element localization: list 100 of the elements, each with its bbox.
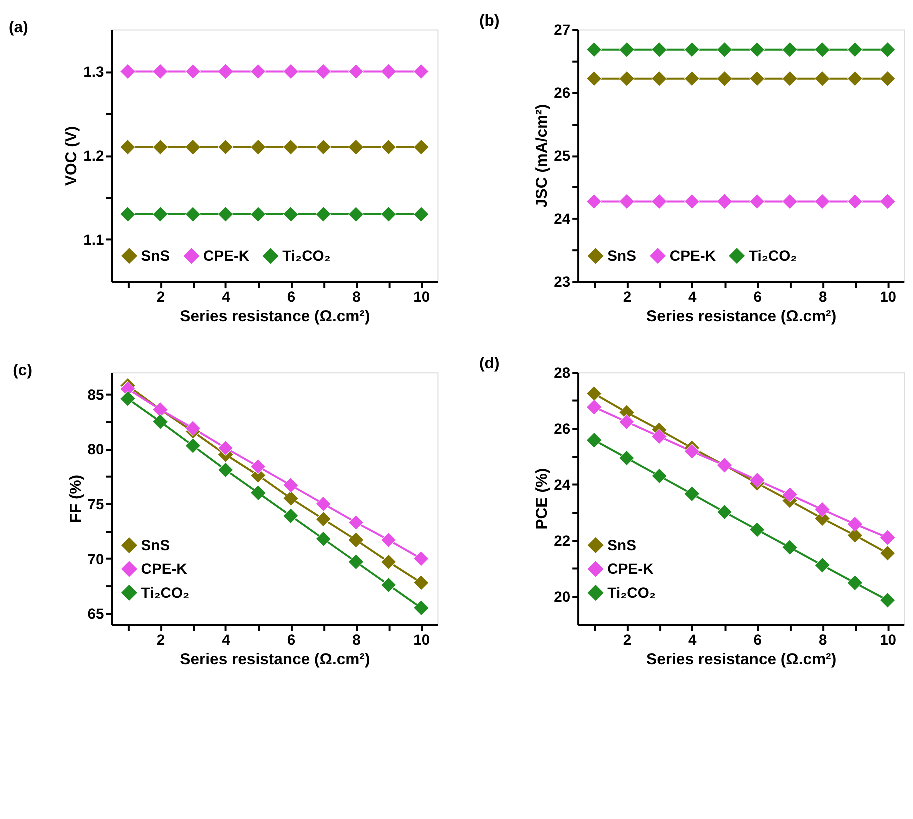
point xyxy=(316,64,332,80)
point xyxy=(348,554,364,570)
point xyxy=(283,490,299,506)
x-tick-label: 10 xyxy=(414,290,430,306)
point xyxy=(218,206,234,222)
point xyxy=(152,64,168,80)
legend-label: CPE-K xyxy=(204,249,250,266)
legend-label: Ti₂CO₂ xyxy=(608,586,656,602)
point xyxy=(218,462,234,478)
point xyxy=(185,206,201,222)
point xyxy=(750,194,766,210)
y-axis-title: FF (%) xyxy=(68,474,85,524)
y-tick-label: 1.1 xyxy=(84,233,104,250)
point xyxy=(316,512,332,528)
point xyxy=(847,575,863,591)
point xyxy=(152,206,168,222)
point xyxy=(717,71,733,87)
point xyxy=(782,42,798,58)
point xyxy=(381,532,397,548)
x-tick-label: 4 xyxy=(688,290,698,306)
y-tick-label: 27 xyxy=(554,23,571,40)
point xyxy=(348,514,364,530)
point xyxy=(586,194,602,210)
point xyxy=(250,140,266,156)
point xyxy=(586,71,602,87)
point xyxy=(348,64,364,80)
point xyxy=(414,64,430,80)
point xyxy=(814,194,830,210)
point xyxy=(684,71,700,87)
point xyxy=(880,71,896,87)
point xyxy=(152,140,168,156)
point xyxy=(684,444,700,460)
point xyxy=(381,140,397,156)
point xyxy=(684,194,700,210)
x-tick-label: 4 xyxy=(222,632,232,649)
point xyxy=(782,540,798,556)
point xyxy=(283,64,299,80)
point xyxy=(814,71,830,87)
point xyxy=(750,71,766,87)
point xyxy=(283,140,299,156)
point xyxy=(381,577,397,593)
y-tick-label: 65 xyxy=(88,607,104,624)
x-tick-label: 8 xyxy=(352,290,361,306)
point xyxy=(619,71,635,87)
y-tick-label: 20 xyxy=(554,590,571,606)
x-tick-label: 10 xyxy=(414,632,430,649)
point xyxy=(684,42,700,58)
point xyxy=(847,516,863,532)
point xyxy=(381,64,397,80)
legend-label: CPE-K xyxy=(141,562,188,578)
point xyxy=(750,42,766,58)
x-tick-label: 6 xyxy=(754,290,762,306)
x-axis-title: Series resistance (Ω.cm²) xyxy=(180,308,370,326)
x-axis-title: Series resistance (Ω.cm²) xyxy=(646,652,837,669)
x-tick-label: 2 xyxy=(623,290,632,306)
y-tick-label: 75 xyxy=(88,498,104,514)
y-tick-label: 25 xyxy=(554,149,571,166)
x-tick-label: 4 xyxy=(222,290,232,306)
point xyxy=(250,459,266,475)
y-tick-label: 80 xyxy=(88,442,104,459)
y-tick-label: 1.2 xyxy=(84,149,104,166)
point xyxy=(782,194,798,210)
point xyxy=(652,428,668,444)
point xyxy=(814,502,830,518)
chart-title: (d) xyxy=(480,356,500,373)
point xyxy=(185,140,201,156)
point xyxy=(652,468,668,484)
x-tick-label: 8 xyxy=(818,632,828,649)
point xyxy=(348,206,364,222)
y-tick-label: 85 xyxy=(88,388,104,404)
y-tick-label: 28 xyxy=(554,366,571,382)
y-axis-title: VOC (V) xyxy=(64,126,81,186)
point xyxy=(283,206,299,222)
x-tick-label: 8 xyxy=(352,632,361,649)
point xyxy=(619,194,635,210)
point xyxy=(750,522,766,538)
point xyxy=(652,194,668,210)
legend-label: CPE-K xyxy=(670,249,716,266)
point xyxy=(880,530,896,546)
point xyxy=(880,194,896,210)
x-axis-title: Series resistance (Ω.cm²) xyxy=(180,652,370,669)
y-tick-label: 23 xyxy=(554,275,571,292)
point xyxy=(120,64,136,80)
legend-label: SnS xyxy=(608,249,637,266)
point xyxy=(348,140,364,156)
point xyxy=(316,140,332,156)
x-tick-label: 6 xyxy=(287,290,296,306)
point xyxy=(619,414,635,430)
y-tick-label: 1.3 xyxy=(84,65,104,82)
point xyxy=(414,575,430,591)
legend-label: SnS xyxy=(608,538,637,554)
x-tick-label: 2 xyxy=(156,290,166,306)
point xyxy=(185,64,201,80)
point xyxy=(120,140,136,156)
point xyxy=(880,546,896,562)
x-tick-label: 2 xyxy=(156,632,166,649)
x-axis-title: Series resistance (Ω.cm²) xyxy=(646,308,837,326)
x-tick-label: 6 xyxy=(287,632,296,649)
point xyxy=(250,64,266,80)
point xyxy=(586,432,602,448)
